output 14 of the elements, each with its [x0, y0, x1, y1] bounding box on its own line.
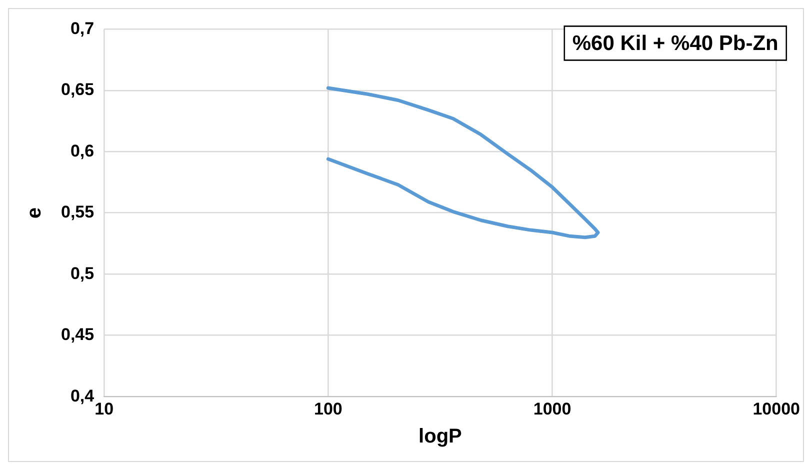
- x-tick-label: 100: [314, 399, 342, 418]
- y-tick-label: 0,7: [70, 18, 94, 38]
- y-tick-label: 0,55: [60, 202, 94, 222]
- y-tick-label: 0,5: [70, 264, 94, 283]
- y-tick-label: 0,4: [70, 386, 95, 406]
- y-axis-title: e: [24, 207, 46, 218]
- y-tick-label: 0,65: [60, 80, 94, 100]
- x-tick-label: 1000: [533, 399, 572, 418]
- y-tick-label: 0,6: [70, 141, 94, 160]
- annotation: %60 Kil + %40 Pb-Zn: [572, 32, 778, 55]
- y-tick-label: 0,45: [60, 325, 94, 344]
- x-tick-label: 10000: [752, 399, 800, 418]
- x-axis-title: logP: [418, 426, 462, 448]
- x-tick-label: 10: [94, 399, 114, 418]
